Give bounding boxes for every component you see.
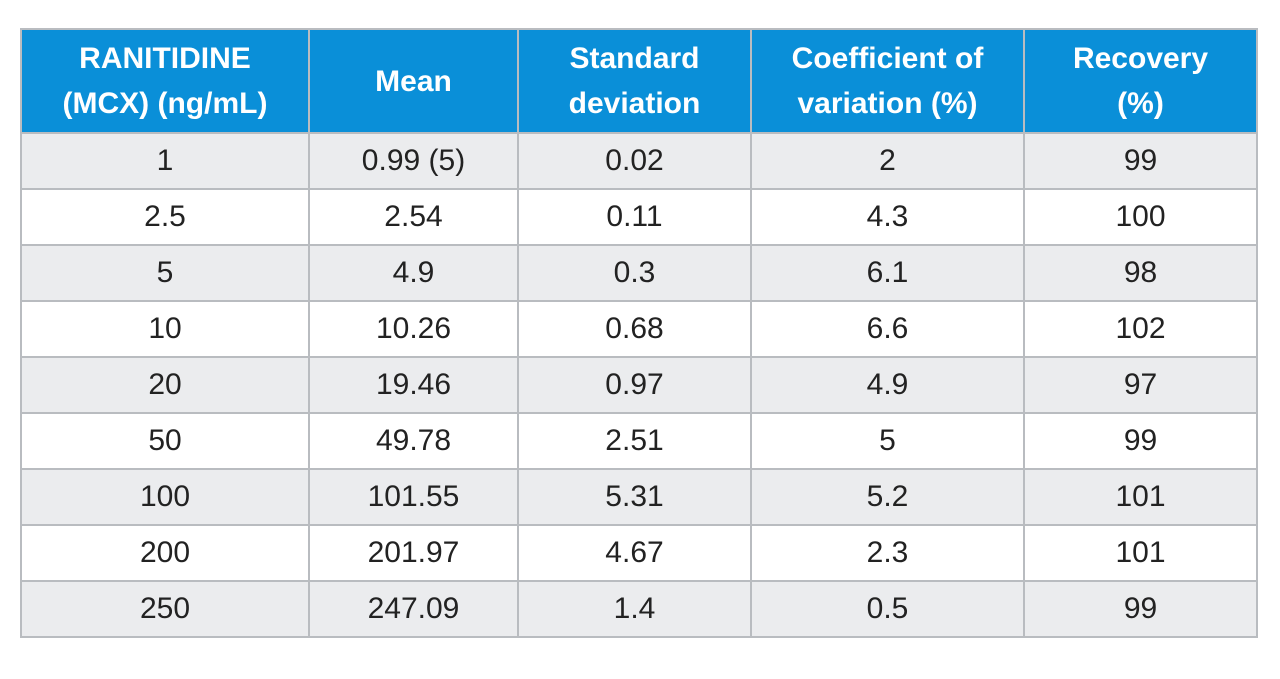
table-row: 250 247.09 1.4 0.5 99	[20, 580, 1258, 638]
cell-coefficient-of-variation: 2.3	[750, 524, 1025, 582]
header-coefficient-of-variation-line1: Coefficient of	[791, 42, 984, 75]
cell-coefficient-of-variation: 4.9	[750, 356, 1025, 414]
header-recovery-line2: (%)	[1117, 87, 1164, 120]
table-row: 20 19.46 0.97 4.9 97	[20, 356, 1258, 414]
table-row: 5 4.9 0.3 6.1 98	[20, 244, 1258, 302]
table-row: 100 101.55 5.31 5.2 101	[20, 468, 1258, 526]
table-row: 200 201.97 4.67 2.3 101	[20, 524, 1258, 582]
header-recovery-line1: Recovery	[1072, 42, 1209, 75]
cell-recovery: 98	[1023, 244, 1258, 302]
cell-recovery: 101	[1023, 468, 1258, 526]
cell-concentration: 20	[20, 356, 310, 414]
header-standard-deviation-line1: Standard	[569, 42, 700, 75]
cell-mean: 201.97	[308, 524, 519, 582]
header-standard-deviation: Standard deviation	[517, 28, 752, 134]
cell-recovery: 101	[1023, 524, 1258, 582]
cell-mean: 0.99 (5)	[308, 132, 519, 190]
cell-standard-deviation: 4.67	[517, 524, 752, 582]
cell-recovery: 99	[1023, 580, 1258, 638]
header-recovery: Recovery (%)	[1023, 28, 1258, 134]
cell-mean: 101.55	[308, 468, 519, 526]
table-header: RANITIDINE (MCX) (ng/mL) Mean Standard d…	[20, 28, 1258, 134]
table-row: 50 49.78 2.51 5 99	[20, 412, 1258, 470]
cell-coefficient-of-variation: 6.6	[750, 300, 1025, 358]
cell-concentration: 5	[20, 244, 310, 302]
table-row: 10 10.26 0.68 6.6 102	[20, 300, 1258, 358]
cell-concentration: 200	[20, 524, 310, 582]
cell-mean: 49.78	[308, 412, 519, 470]
header-row: RANITIDINE (MCX) (ng/mL) Mean Standard d…	[20, 28, 1258, 134]
cell-mean: 10.26	[308, 300, 519, 358]
cell-recovery: 102	[1023, 300, 1258, 358]
results-table: RANITIDINE (MCX) (ng/mL) Mean Standard d…	[20, 28, 1258, 638]
cell-coefficient-of-variation: 0.5	[750, 580, 1025, 638]
table-row: 2.5 2.54 0.11 4.3 100	[20, 188, 1258, 246]
cell-standard-deviation: 1.4	[517, 580, 752, 638]
cell-mean: 4.9	[308, 244, 519, 302]
cell-concentration: 10	[20, 300, 310, 358]
cell-mean: 247.09	[308, 580, 519, 638]
cell-standard-deviation: 2.51	[517, 412, 752, 470]
cell-standard-deviation: 0.97	[517, 356, 752, 414]
table-body: 1 0.99 (5) 0.02 2 99 2.5 2.54 0.11 4.3 1…	[20, 132, 1258, 638]
cell-recovery: 99	[1023, 412, 1258, 470]
cell-concentration: 100	[20, 468, 310, 526]
cell-concentration: 250	[20, 580, 310, 638]
cell-recovery: 100	[1023, 188, 1258, 246]
cell-coefficient-of-variation: 4.3	[750, 188, 1025, 246]
cell-coefficient-of-variation: 2	[750, 132, 1025, 190]
cell-concentration: 2.5	[20, 188, 310, 246]
cell-concentration: 1	[20, 132, 310, 190]
cell-standard-deviation: 0.02	[517, 132, 752, 190]
cell-standard-deviation: 0.11	[517, 188, 752, 246]
header-mean: Mean	[308, 28, 519, 134]
cell-coefficient-of-variation: 5.2	[750, 468, 1025, 526]
cell-coefficient-of-variation: 5	[750, 412, 1025, 470]
cell-recovery: 97	[1023, 356, 1258, 414]
header-coefficient-of-variation: Coefficient of variation (%)	[750, 28, 1025, 134]
header-mean-line1: Mean	[375, 64, 452, 98]
cell-mean: 2.54	[308, 188, 519, 246]
cell-recovery: 99	[1023, 132, 1258, 190]
header-coefficient-of-variation-line2: variation (%)	[797, 87, 978, 120]
table-row: 1 0.99 (5) 0.02 2 99	[20, 132, 1258, 190]
header-standard-deviation-line2: deviation	[568, 87, 701, 120]
header-concentration-line1: RANITIDINE	[79, 42, 251, 75]
cell-standard-deviation: 5.31	[517, 468, 752, 526]
header-concentration: RANITIDINE (MCX) (ng/mL)	[20, 28, 310, 134]
cell-mean: 19.46	[308, 356, 519, 414]
cell-coefficient-of-variation: 6.1	[750, 244, 1025, 302]
cell-concentration: 50	[20, 412, 310, 470]
header-concentration-line2: (MCX) (ng/mL)	[62, 87, 268, 120]
cell-standard-deviation: 0.68	[517, 300, 752, 358]
cell-standard-deviation: 0.3	[517, 244, 752, 302]
